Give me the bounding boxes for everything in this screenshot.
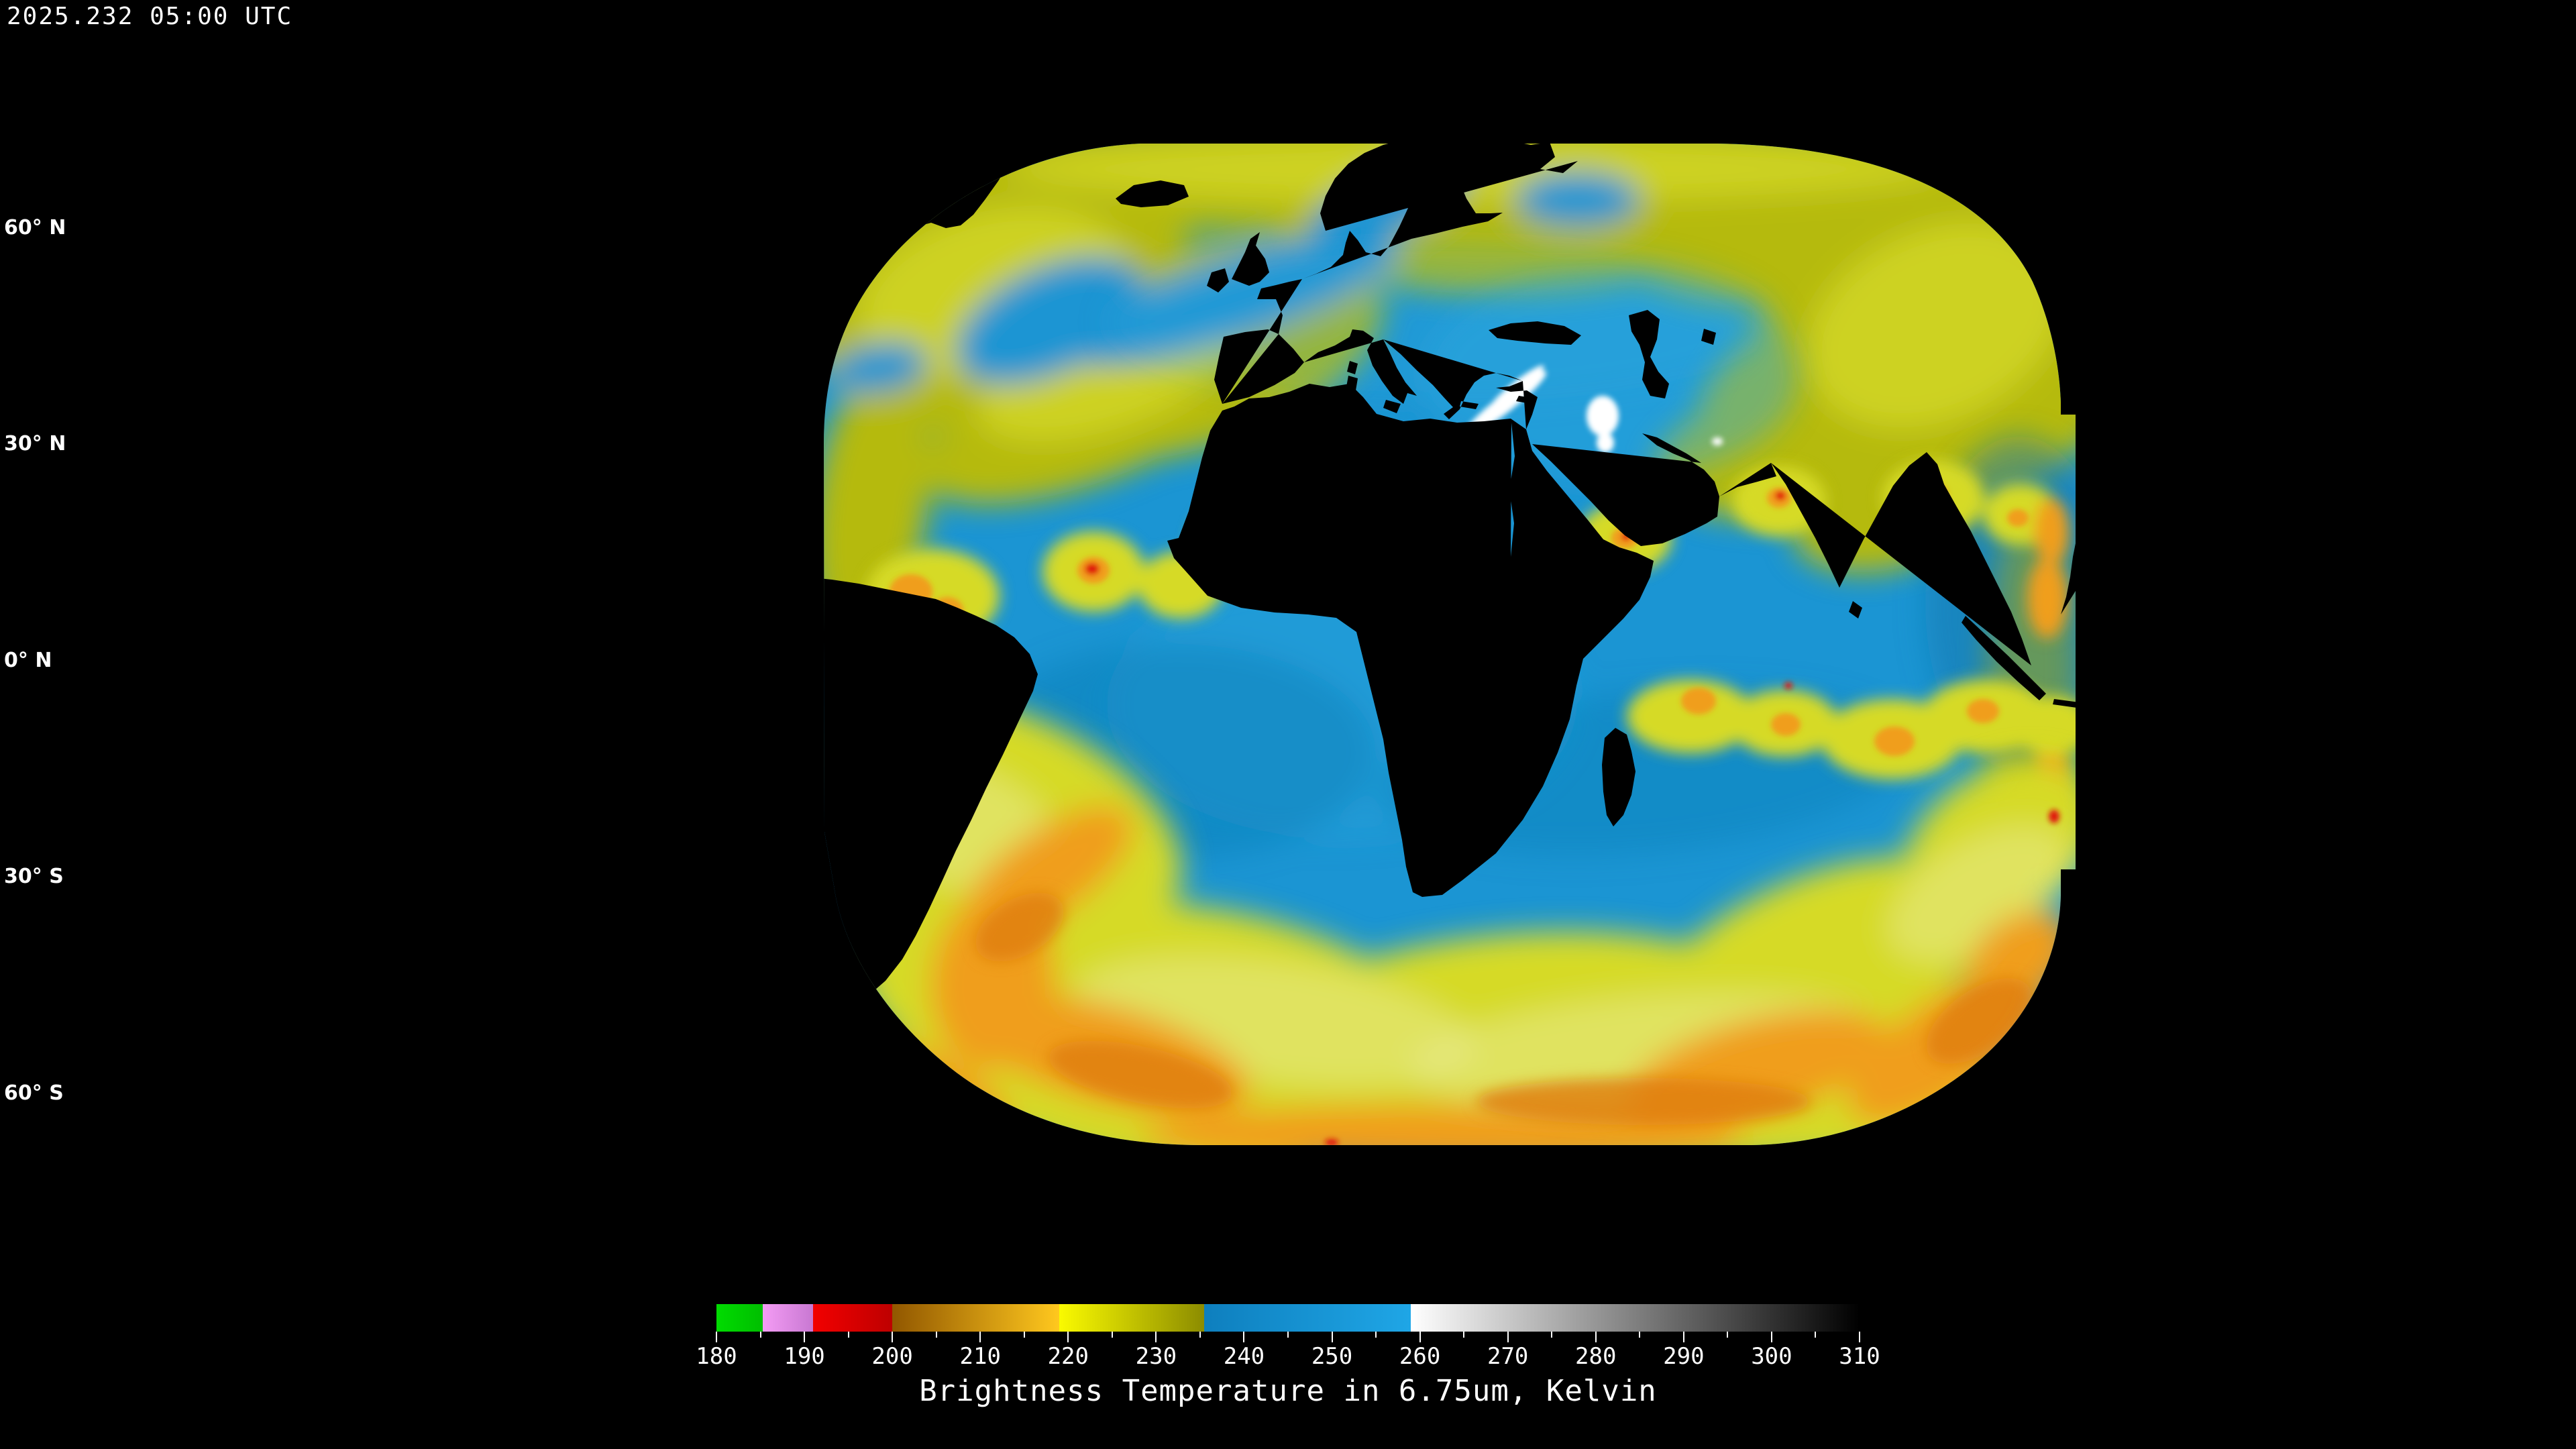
- cloud-white-patches: [1463, 365, 1723, 453]
- colorbar-segment: [763, 1304, 814, 1332]
- colorbar-segment: [716, 1304, 763, 1332]
- satellite-swath: [824, 144, 2076, 1145]
- colorbar-segment: [1059, 1304, 1205, 1332]
- timestamp: 2025.232 05:00 UTC: [7, 3, 293, 30]
- lat-label-0n: 0° N: [4, 649, 52, 672]
- colorbar-segment: [892, 1304, 1060, 1332]
- lat-label-60n: 60° N: [4, 216, 66, 239]
- lat-label-30n: 30° N: [4, 432, 66, 455]
- colorbar-segment: [1411, 1304, 1860, 1332]
- cloud-orange-accents: [975, 892, 2032, 1125]
- colorbar: [716, 1304, 1860, 1332]
- colorbar-segment: [813, 1304, 893, 1332]
- colorbar-caption: Brightness Temperature in 6.75um, Kelvin: [919, 1374, 1657, 1408]
- lat-label-30s: 30° S: [4, 865, 64, 888]
- colorbar-segment: [1204, 1304, 1411, 1332]
- lat-label-60s: 60° S: [4, 1081, 64, 1105]
